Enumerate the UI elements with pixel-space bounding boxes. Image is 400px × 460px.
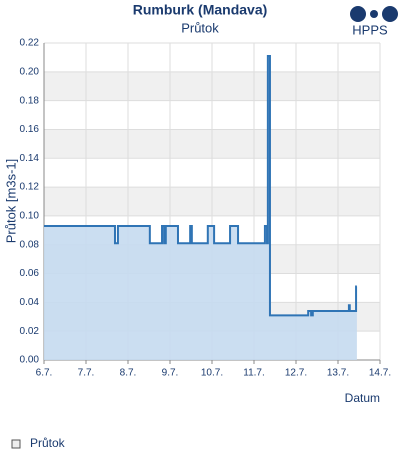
x-tick-label: 14.7. (369, 368, 391, 379)
x-tick-label: 7.7. (78, 368, 95, 379)
y-axis-label: Průtok [m3s-1] (3, 159, 18, 244)
x-tick-label: 8.7. (120, 368, 137, 379)
y-tick-label: 0.10 (20, 211, 40, 222)
y-tick-label: 0.06 (20, 268, 40, 279)
y-tick-label: 0.00 (20, 355, 40, 366)
y-tick-label: 0.02 (20, 326, 40, 337)
y-tick-label: 0.16 (20, 124, 40, 135)
x-tick-label: 6.7. (36, 368, 53, 379)
chart-subtitle: Průtok (181, 20, 219, 35)
x-axis-label: Datum (345, 391, 380, 405)
line (44, 54, 358, 317)
y-tick-label: 0.22 (20, 38, 40, 49)
logo: HPPS (350, 6, 398, 37)
y-tick-label: 0.18 (20, 95, 40, 106)
x-tick-label: 12.7. (285, 368, 307, 379)
chart-title: Rumburk (Mandava) (133, 2, 268, 18)
legend-swatch (11, 439, 21, 449)
y-tick-label: 0.12 (20, 182, 40, 193)
area (44, 55, 357, 361)
x-tick-label: 10.7. (201, 368, 223, 379)
y-tick-label: 0.20 (20, 66, 40, 77)
legend-label: Průtok (30, 436, 66, 450)
x-tick-label: 13.7. (327, 368, 349, 379)
logo-text: HPPS (352, 22, 388, 37)
y-tick-label: 0.08 (20, 239, 40, 250)
y-tick-label: 0.14 (20, 153, 40, 164)
x-tick-label: 9.7. (162, 368, 179, 379)
y-tick-label: 0.04 (20, 297, 40, 308)
x-tick-label: 11.7. (243, 368, 265, 379)
